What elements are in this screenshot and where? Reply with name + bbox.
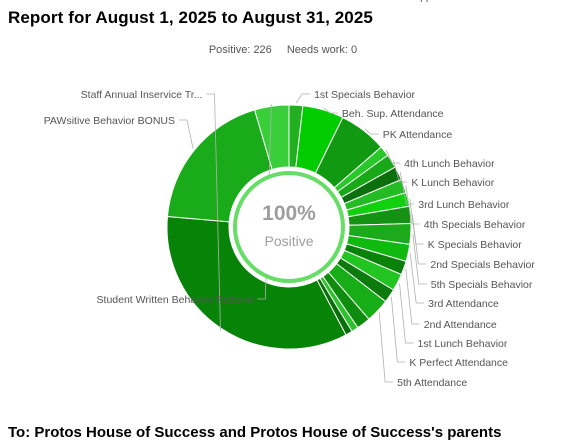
leader-line-staff-annual-inservice-tr (206, 93, 221, 331)
leader-line-5th-attendance (378, 312, 394, 383)
label-4th-specials-behavior: 4th Specials Behavior (424, 219, 526, 231)
leader-line-k-lunch-behavior (392, 159, 408, 183)
leader-line-2nd-attendance (405, 268, 420, 325)
slice-student-written-behavior-referral[interactable] (254, 104, 290, 171)
label-3rd-lunch-behavior: 3rd Lunch Behavior (418, 199, 510, 211)
leader-line-3rd-lunch-behavior (399, 172, 415, 205)
leader-line-2nd-specials-behavior (411, 214, 427, 265)
leader-line-pk-attendance (364, 128, 379, 135)
label-2nd-attendance: 2nd Attendance (424, 319, 497, 331)
label-1st-attendance: 1st Attendance (374, 0, 444, 3)
label-student-written-behavior-referral: Student Written Behavior Referral (97, 294, 254, 306)
label-5th-specials-behavior: 5th Specials Behavior (431, 279, 533, 291)
label-beh-support-lunch-behavior: Beh. Support Lunch Behavior (383, 0, 521, 3)
report-summary: Positive: 226 Needs work: 0 (0, 44, 566, 56)
slice-staff-annual-inservice-tr[interactable] (166, 216, 347, 350)
label-5th-attendance: 5th Attendance (397, 377, 467, 389)
leader-line-1st-lunch-behavior (399, 283, 414, 344)
label-2nd-specials-behavior: 2nd Specials Behavior (430, 259, 535, 271)
report-title: Report for August 1, 2025 to August 31, … (8, 8, 373, 27)
leader-line-beh-sup-attendance (323, 107, 338, 114)
leader-line-k-perfect-attendance (390, 296, 406, 363)
label-staff-annual-inservice-tr: Staff Annual Inservice Tr... (81, 89, 203, 101)
leader-line-3rd-attendance (409, 253, 425, 304)
label-4th-lunch-behavior: 4th Lunch Behavior (404, 158, 495, 170)
donut-labels: 1st Specials Behavior Beh. Sup. Attendanc… (44, 0, 536, 389)
leader-line-5th-specials-behavior (412, 234, 427, 285)
label-k-perfect-attendance: K Perfect Attendance (409, 357, 508, 369)
label-game: Game (368, 0, 397, 3)
label-k-specials-behavior: K Specials Behavior (428, 239, 522, 251)
needs-work-count[interactable]: Needs work: 0 (286, 44, 358, 56)
label-beh-sup-attendance: Beh. Sup. Attendance (342, 108, 444, 120)
recipient-footer: To: Protos House of Success and Protos H… (8, 424, 502, 441)
positive-count[interactable]: Positive: 226 (208, 44, 272, 56)
donut-slices (166, 104, 412, 350)
label-3rd-attendance: 3rd Attendance (428, 298, 499, 310)
center-label: Positive (264, 233, 313, 249)
label-1st-specials-behavior: 1st Specials Behavior (314, 89, 415, 101)
leader-line-pawsitive-behavior-bonus (179, 119, 194, 149)
leader-line-4th-specials-behavior (405, 185, 420, 225)
center-percentage: 100% (262, 202, 316, 225)
label-pk-attendance: PK Attendance (383, 129, 453, 141)
leader-line-student-written-behavior-referral (257, 104, 272, 300)
leader-line-1st-specials-behavior (295, 93, 311, 104)
label-k-lunch-behavior: K Lunch Behavior (411, 177, 494, 189)
label-1st-lunch-behavior: 1st Lunch Behavior (417, 338, 507, 350)
donut-center-ring (233, 171, 345, 283)
leader-line-4th-lunch-behavior (385, 149, 401, 164)
label-pawsitive-behavior-bonus: PAWsitive Behavior BONUS (44, 115, 175, 127)
